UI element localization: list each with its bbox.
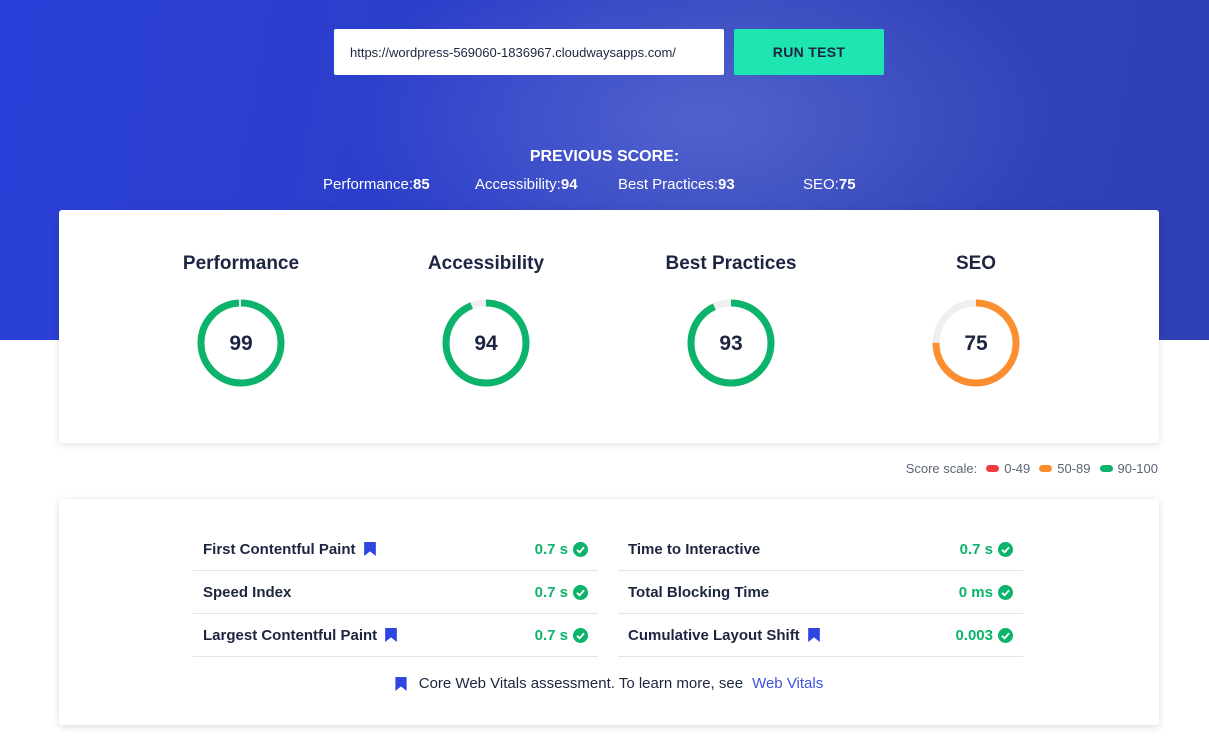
metric-row: Largest Contentful Paint 0.7 s xyxy=(193,614,598,657)
gauge-score: 94 xyxy=(474,332,498,355)
gauge-ring: 93 xyxy=(687,299,775,387)
scale-average-swatch xyxy=(1039,465,1053,472)
metrics-column-right: Time to Interactive 0.7 s Total Blocking T… xyxy=(618,528,1023,657)
check-circle-icon xyxy=(573,627,588,643)
metric-row: Speed Index 0.7 s xyxy=(193,571,598,614)
metric-name: Time to Interactive xyxy=(628,541,760,558)
gauge-accessibility: Accessibility 94 xyxy=(386,210,586,396)
web-vitals-link[interactable]: Web Vitals xyxy=(752,675,824,692)
cwv-text: Core Web Vitals assessment. To learn mor… xyxy=(418,675,744,692)
metric-row: Time to Interactive 0.7 s xyxy=(618,528,1023,571)
gauge-seo: SEO 75 xyxy=(876,210,1076,396)
scale-good-label: 90-100 xyxy=(1117,461,1158,476)
metrics-column-left: First Contentful Paint 0.7 s Speed Index 0.… xyxy=(193,528,598,657)
metric-row: First Contentful Paint 0.7 s xyxy=(193,528,598,571)
check-circle-icon xyxy=(573,541,588,557)
metrics-card: First Contentful Paint 0.7 s Speed Index 0.… xyxy=(59,499,1159,725)
metric-value-text: 0.003 xyxy=(955,626,993,644)
previous-performance: Performance:85 xyxy=(323,176,430,193)
metric-value-text: 0.7 s xyxy=(959,540,993,558)
bookmark-icon xyxy=(807,628,820,642)
metric-value-text: 0.7 s xyxy=(534,540,568,558)
metric-label: Total Blocking Time xyxy=(628,583,770,601)
gauge-title: Accessibility xyxy=(427,253,545,274)
gauge-arc xyxy=(442,299,530,387)
run-test-button[interactable]: RUN TEST xyxy=(734,29,884,75)
metric-value: 0.7 s xyxy=(535,584,588,601)
gauge-title: Best Practices xyxy=(665,253,797,274)
previous-best-practices: Best Practices:93 xyxy=(618,176,735,193)
metric-value-text: 0.7 s xyxy=(534,583,568,601)
gauge-ring: 94 xyxy=(442,299,530,387)
metric-value: 0.7 s xyxy=(535,627,588,644)
metric-name: Largest Contentful Paint xyxy=(203,626,398,644)
metric-name: Cumulative Layout Shift xyxy=(628,627,820,644)
gauge-ring: 75 xyxy=(932,299,1020,387)
url-input[interactable] xyxy=(334,29,724,75)
gauge-score: 99 xyxy=(229,332,252,355)
previous-seo: SEO:75 xyxy=(803,176,856,193)
metric-name: Speed Index xyxy=(203,584,291,601)
score-scale-label: Score scale: xyxy=(905,461,978,476)
scale-good-swatch xyxy=(1099,465,1113,472)
gauge-arc xyxy=(197,299,285,387)
metric-value: 0.7 s xyxy=(960,541,1013,558)
metric-name: Total Blocking Time xyxy=(628,584,769,601)
metric-name: First Contentful Paint xyxy=(203,541,376,558)
metric-value-text: 0.7 s xyxy=(534,626,568,644)
check-circle-icon xyxy=(998,627,1013,643)
check-circle-icon xyxy=(573,584,588,600)
check-circle-icon xyxy=(998,584,1013,600)
metric-value: 0.7 s xyxy=(535,541,588,558)
metric-value-text: 0 ms xyxy=(958,583,993,601)
gauge-score: 93 xyxy=(719,332,742,355)
previous-score-title: PREVIOUS SCORE: xyxy=(529,148,680,165)
scores-card: Performance 99 Accessibility 94 Best Pra… xyxy=(59,210,1159,443)
bookmark-icon xyxy=(395,676,407,691)
gauge-score: 75 xyxy=(964,332,988,355)
gauge-best-practices: Best Practices 93 xyxy=(631,210,831,396)
gauge-title: Performance xyxy=(182,253,300,274)
scale-poor-swatch xyxy=(986,465,1000,472)
gauge-title: SEO xyxy=(955,253,997,274)
core-web-vitals-note: Core Web Vitals assessment. To learn mor… xyxy=(59,675,1159,692)
previous-accessibility: Accessibility:94 xyxy=(475,176,578,193)
metric-row: Cumulative Layout Shift 0.003 xyxy=(618,614,1023,657)
gauge-arc xyxy=(932,299,1020,387)
gauge-ring: 99 xyxy=(197,299,285,387)
metric-label: First Contentful Paint xyxy=(203,540,356,558)
metric-label: Cumulative Layout Shift xyxy=(628,626,800,644)
metric-label: Time to Interactive xyxy=(628,540,761,558)
bookmark-icon xyxy=(385,628,398,642)
scale-poor-label: 0-49 xyxy=(1004,461,1031,476)
metric-label: Largest Contentful Paint xyxy=(203,626,378,644)
bookmark-icon xyxy=(363,542,376,556)
metric-label: Speed Index xyxy=(203,583,292,601)
scale-average-label: 50-89 xyxy=(1057,461,1091,476)
check-circle-icon xyxy=(998,541,1013,557)
metric-value: 0.003 xyxy=(955,627,1013,644)
gauge-performance: Performance 99 xyxy=(141,210,341,396)
gauge-arc xyxy=(687,299,775,387)
metric-value: 0 ms xyxy=(959,584,1013,601)
score-scale-legend: Score scale: 0-49 50-89 90-100 xyxy=(906,461,1158,476)
metric-row: Total Blocking Time 0 ms xyxy=(618,571,1023,614)
